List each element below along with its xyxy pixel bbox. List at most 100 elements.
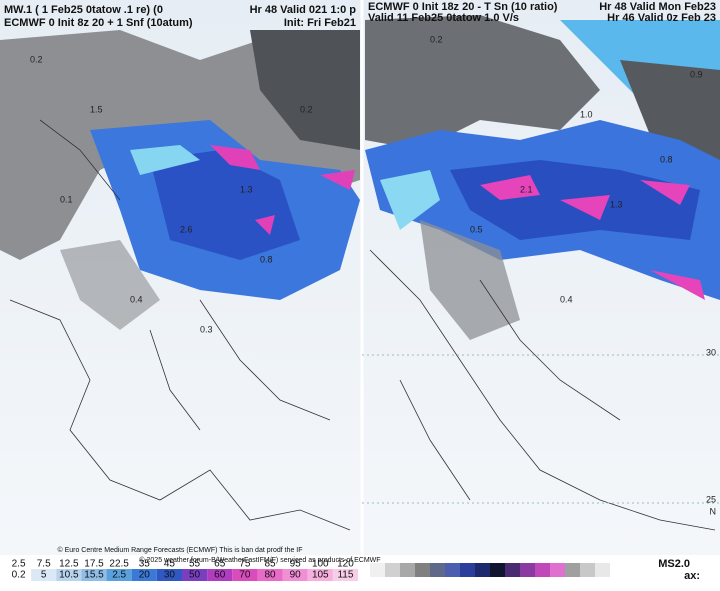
contour-label: 0.2 (30, 54, 43, 64)
colorbar-swatch (505, 563, 520, 577)
legend-label: 15.5 (84, 570, 104, 581)
snow-light-blue (130, 145, 200, 175)
legend-right-label: ax: (684, 570, 700, 582)
legend-label: 22.5 (109, 559, 129, 570)
legend-label: 80 (264, 570, 276, 581)
legend-label: 2.5 (112, 570, 126, 581)
legend-label: 12.5 (59, 559, 79, 570)
snow-deep-blue (150, 150, 300, 260)
snow-dark (250, 30, 360, 150)
legend-label: 2.5 (12, 559, 26, 570)
colorbar-swatch (445, 563, 460, 577)
colorbar-swatch (580, 563, 595, 577)
legend-label: 85 (264, 559, 276, 570)
legend-swatch (6, 569, 32, 581)
colorbar-swatch (385, 563, 400, 577)
colorbar-swatch (370, 563, 385, 577)
legend-swatch (106, 569, 132, 581)
legend-label: 50 (189, 570, 201, 581)
legend-label: 20 (139, 570, 151, 581)
colorbar-swatch (550, 563, 565, 577)
legend-swatch (81, 569, 107, 581)
snow-pink (480, 175, 705, 300)
legend-label: 100 (312, 559, 329, 570)
contour-label: 2.6 (180, 224, 193, 234)
contour-label: 1.0 (580, 109, 593, 119)
colorbar-swatch (490, 563, 505, 577)
legend-swatch (257, 569, 283, 581)
contour-label: 0.2 (300, 104, 313, 114)
colorbar-swatch (535, 563, 550, 577)
border-lines (369, 249, 716, 531)
legend-swatch (182, 569, 208, 581)
legend-label: 0.2 (12, 570, 26, 581)
legend-label: 105 (312, 570, 329, 581)
colorbar-swatch (565, 563, 580, 577)
legend-label: 95 (290, 559, 302, 570)
valid-line: Hr 48 Valid Mon Feb23 (599, 1, 716, 13)
credit: © 2025 weather forum-B/WeatherFastIFM/F)… (139, 556, 380, 564)
colorbar-swatch (460, 563, 475, 577)
legend-label: 7.5 (37, 559, 51, 570)
snow-dark (620, 60, 720, 170)
legend-swatch (282, 569, 308, 581)
valid-line: Hr 48 Valid 021 1:0 p (250, 4, 357, 16)
snow-pink (210, 145, 355, 235)
legend-swatch (56, 569, 82, 581)
contour-label: 1.3 (610, 199, 623, 209)
legend-swatch (232, 569, 258, 581)
legend-label: 45 (164, 559, 176, 570)
contour-label: 0.8 (660, 154, 673, 164)
contour-label: 0.5 (470, 224, 483, 234)
legend-label: 90 (290, 570, 302, 581)
contour-label: 0.9 (690, 69, 703, 79)
credit: © Euro Centre Medium Range Forecasts (EC… (57, 546, 302, 554)
legend-swatch (131, 569, 157, 581)
header-line: Valid 11 Feb25 0tatow 1.0 V/s (368, 12, 519, 24)
legend-swatch (332, 569, 358, 581)
left-panel: MW.1 ( 1 Feb25 0tatow .1 re) (0 ECMWF 0 … (0, 0, 362, 555)
legend-right-label: MS2.0 (658, 558, 690, 570)
contour-label: 2.1 (520, 184, 533, 194)
snow-gray (60, 240, 160, 330)
contour-label: 0.4 (130, 294, 143, 304)
legend-swatch (156, 569, 182, 581)
legend: © Euro Centre Medium Range Forecasts (EC… (0, 546, 720, 591)
header-line: ECMWF 0 Init 8z 20 + 1 Snf (10atum) (4, 17, 193, 29)
colorbar-swatch (520, 563, 535, 577)
colorbar-swatch (475, 563, 490, 577)
contour-label: 1.5 (90, 104, 103, 114)
valid-line: Init: Fri Feb21 (284, 17, 356, 29)
contour-label: 0.8 (260, 254, 273, 264)
legend-swatch (31, 569, 57, 581)
legend-label: 5 (41, 570, 47, 581)
snow-light-blue (380, 170, 440, 230)
legend-label: 60 (214, 570, 226, 581)
lat-label: 30 (706, 347, 716, 357)
colorbar-swatch (595, 563, 610, 577)
contour-label: 0.2 (430, 34, 443, 44)
contour-label: 1.3 (240, 184, 253, 194)
legend-label: 70 (239, 570, 251, 581)
colorbar-swatch (430, 563, 445, 577)
legend-label: 30 (164, 570, 176, 581)
header-line: MW.1 ( 1 Feb25 0tatow .1 re) (0 (4, 4, 163, 16)
legend-label: 75 (239, 559, 251, 570)
lat-label: N (710, 506, 717, 516)
colorbar-swatch (415, 563, 430, 577)
border-lines (9, 119, 351, 531)
contour-label: 0.3 (200, 324, 213, 334)
legend-label: 115 (337, 570, 353, 581)
snow-dark (365, 15, 600, 150)
right-panel: ECMWF 0 Init 18z 20 - T Sn (10 ratio) Va… (360, 0, 720, 555)
contour-label: 0.1 (60, 194, 73, 204)
legend-swatch (207, 569, 233, 581)
legend-label: 17.5 (84, 559, 104, 570)
snow-gray (420, 220, 520, 340)
valid-line: Hr 46 Valid 0z Feb 23 (607, 12, 716, 24)
legend-label: 10.5 (59, 570, 79, 581)
legend-label: 35 (139, 559, 151, 570)
legend-label: 65 (214, 559, 226, 570)
header-line: ECMWF 0 Init 18z 20 - T Sn (10 ratio) (368, 1, 558, 13)
